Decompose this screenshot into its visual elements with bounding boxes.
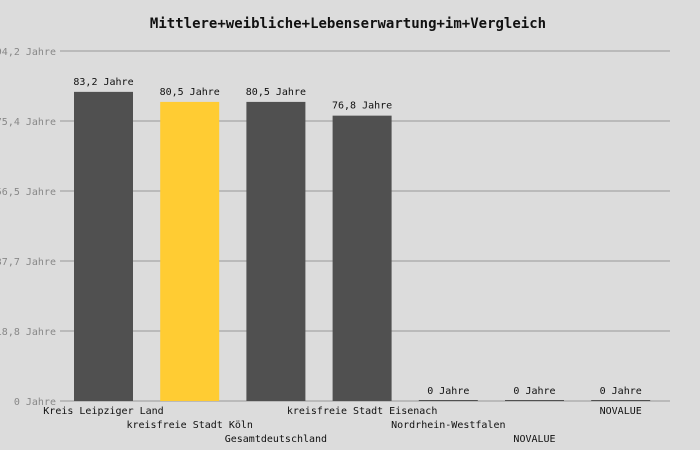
x-tick-label: Kreis Leipziger Land <box>43 406 163 417</box>
x-tick-label: NOVALUE <box>513 434 555 445</box>
y-tick-label: 56,5 Jahre <box>0 187 56 198</box>
chart-title: Mittlere+weibliche+Lebenserwartung+im+Ve… <box>150 16 546 32</box>
bar <box>246 101 306 401</box>
data-label: 0 Jahre <box>427 386 469 397</box>
x-tick-label: kreisfreie Stadt Köln <box>126 420 252 431</box>
x-axis-ticks: Kreis Leipziger Land kreisfreie Stadt Köl… <box>43 406 641 445</box>
x-tick-label: Nordrhein-Westfalen <box>391 420 505 431</box>
y-axis-ticks: 0 Jahre 18,8 Jahre 37,7 Jahre 56,5 Jahre 75,… <box>0 47 56 408</box>
data-label: 76,8 Jahre <box>332 101 392 112</box>
bar <box>505 400 564 401</box>
y-tick-label: 0 Jahre <box>14 397 56 408</box>
data-label: 0 Jahre <box>600 386 642 397</box>
data-label: 80,5 Jahre <box>160 87 220 98</box>
y-tick-label: 37,7 Jahre <box>0 257 56 268</box>
x-tick-label: Gesamtdeutschland <box>225 434 327 445</box>
data-label: 0 Jahre <box>513 386 555 397</box>
bar <box>591 400 651 401</box>
data-label: 83,2 Jahre <box>73 77 133 88</box>
bar <box>160 101 220 401</box>
bar <box>332 115 392 401</box>
y-tick-label: 94,2 Jahre <box>0 47 56 58</box>
data-labels: 83,2 Jahre 80,5 Jahre 80,5 Jahre 76,8 Jahre… <box>73 77 641 397</box>
data-label: 80,5 Jahre <box>246 87 306 98</box>
y-tick-label: 75,4 Jahre <box>0 117 56 128</box>
bar <box>418 400 478 401</box>
x-tick-label: NOVALUE <box>600 406 642 417</box>
bar <box>74 91 133 402</box>
x-tick-label: kreisfreie Stadt Eisenach <box>287 406 438 417</box>
bars <box>74 91 651 402</box>
y-tick-label: 18,8 Jahre <box>0 327 56 338</box>
